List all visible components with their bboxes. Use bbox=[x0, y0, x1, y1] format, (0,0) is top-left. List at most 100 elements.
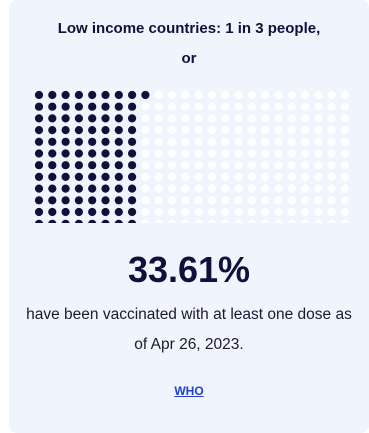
waffle-dot-filled bbox=[114, 149, 123, 158]
waffle-dot-empty bbox=[300, 161, 310, 170]
waffle-dot-empty bbox=[154, 126, 163, 135]
waffle-dot-empty bbox=[274, 137, 283, 146]
waffle-dot-filled bbox=[114, 161, 123, 170]
waffle-dot-empty bbox=[287, 207, 296, 217]
waffle-dot-empty bbox=[234, 90, 243, 100]
waffle-dot-empty bbox=[181, 184, 190, 193]
waffle-dot-empty bbox=[287, 114, 296, 123]
waffle-dot-empty bbox=[194, 196, 203, 205]
waffle-dot-empty bbox=[261, 102, 270, 111]
waffle-dot-filled bbox=[48, 137, 57, 146]
waffle-dot-filled bbox=[101, 219, 110, 223]
description: have been vaccinated with at least one d… bbox=[9, 300, 369, 360]
waffle-dot-filled bbox=[101, 184, 110, 193]
waffle-dot-empty bbox=[221, 90, 230, 100]
waffle-dot-empty bbox=[181, 137, 190, 146]
waffle-dot-empty bbox=[141, 184, 150, 193]
waffle-dot-empty bbox=[234, 207, 243, 217]
waffle-dot-empty bbox=[300, 90, 310, 100]
waffle-dot-filled bbox=[128, 126, 137, 135]
waffle-dot-filled bbox=[74, 90, 83, 100]
waffle-dot-empty bbox=[194, 114, 203, 123]
waffle-dot-empty bbox=[234, 149, 243, 158]
waffle-dot-filled bbox=[128, 219, 137, 223]
waffle-dot-filled bbox=[128, 114, 137, 123]
waffle-dot-empty bbox=[327, 161, 336, 170]
waffle-dot-empty bbox=[207, 90, 216, 100]
waffle-dot-filled bbox=[74, 207, 83, 217]
waffle-dot-empty bbox=[314, 114, 323, 123]
waffle-dot-filled bbox=[74, 219, 83, 223]
waffle-dot-empty bbox=[274, 126, 283, 135]
waffle-dot-empty bbox=[314, 137, 323, 146]
waffle-dot-filled bbox=[48, 102, 57, 111]
waffle-dot-filled bbox=[34, 219, 44, 223]
waffle-dot-filled bbox=[128, 161, 137, 170]
waffle-dot-filled bbox=[128, 102, 137, 111]
waffle-dot-empty bbox=[287, 102, 296, 111]
waffle-dot-empty bbox=[340, 161, 349, 170]
waffle-dot-filled bbox=[48, 126, 57, 135]
waffle-dot-empty bbox=[194, 184, 203, 193]
waffle-dot-empty bbox=[274, 184, 283, 193]
waffle-dot-empty bbox=[340, 126, 349, 135]
waffle-dot-filled bbox=[101, 207, 110, 217]
waffle-dot-filled bbox=[74, 172, 83, 181]
waffle-dot-filled bbox=[61, 196, 70, 205]
waffle-dot-empty bbox=[234, 219, 243, 223]
waffle-dot-empty bbox=[314, 219, 323, 223]
waffle-dot-empty bbox=[287, 149, 296, 158]
waffle-dot-filled bbox=[101, 149, 110, 158]
waffle-dot-empty bbox=[300, 196, 310, 205]
waffle-dot-filled bbox=[114, 196, 123, 205]
source-link[interactable]: WHO bbox=[174, 384, 204, 398]
waffle-dot-empty bbox=[287, 161, 296, 170]
waffle-dot-empty bbox=[234, 184, 243, 193]
waffle-dot-empty bbox=[167, 149, 177, 158]
waffle-dot-empty bbox=[340, 219, 349, 223]
waffle-dot-filled bbox=[88, 207, 97, 217]
waffle-dot-empty bbox=[261, 172, 270, 181]
waffle-dot-empty bbox=[340, 149, 349, 158]
waffle-dot-filled bbox=[34, 102, 44, 111]
waffle-dot-empty bbox=[340, 207, 349, 217]
waffle-dot-filled bbox=[61, 102, 70, 111]
waffle-dot-empty bbox=[141, 161, 150, 170]
waffle-dot-empty bbox=[181, 102, 190, 111]
waffle-dot-empty bbox=[207, 161, 216, 170]
waffle-dot-empty bbox=[207, 172, 216, 181]
waffle-dot-empty bbox=[300, 207, 310, 217]
waffle-dot-empty bbox=[207, 126, 216, 135]
waffle-dot-empty bbox=[314, 172, 323, 181]
waffle-dot-empty bbox=[221, 196, 230, 205]
waffle-dot-filled bbox=[61, 184, 70, 193]
waffle-dot-empty bbox=[261, 196, 270, 205]
waffle-dot-filled bbox=[61, 149, 70, 158]
waffle-dot-empty bbox=[274, 149, 283, 158]
waffle-dot-empty bbox=[194, 126, 203, 135]
waffle-dot-empty bbox=[154, 207, 163, 217]
waffle-dot-empty bbox=[181, 114, 190, 123]
waffle-dot-filled bbox=[114, 207, 123, 217]
waffle-dot-empty bbox=[194, 90, 203, 100]
card-title-text: Low income countries: 1 in 3 people, or bbox=[57, 20, 321, 67]
waffle-chart bbox=[34, 90, 349, 223]
waffle-dot-empty bbox=[194, 172, 203, 181]
waffle-dot-empty bbox=[314, 90, 323, 100]
waffle-dot-empty bbox=[314, 207, 323, 217]
waffle-dot-empty bbox=[340, 102, 349, 111]
waffle-dot-filled bbox=[61, 114, 70, 123]
waffle-dot-filled bbox=[114, 219, 123, 223]
waffle-dot-filled bbox=[128, 196, 137, 205]
waffle-dot-filled bbox=[88, 161, 97, 170]
waffle-dot-empty bbox=[141, 126, 150, 135]
waffle-dot-empty bbox=[300, 102, 310, 111]
waffle-dot-empty bbox=[141, 102, 150, 111]
waffle-dot-empty bbox=[261, 219, 270, 223]
waffle-dot-empty bbox=[247, 172, 256, 181]
waffle-dot-filled bbox=[34, 161, 44, 170]
waffle-dot-empty bbox=[247, 196, 256, 205]
waffle-dot-empty bbox=[274, 114, 283, 123]
waffle-dot-filled bbox=[48, 172, 57, 181]
waffle-dot-empty bbox=[181, 90, 190, 100]
